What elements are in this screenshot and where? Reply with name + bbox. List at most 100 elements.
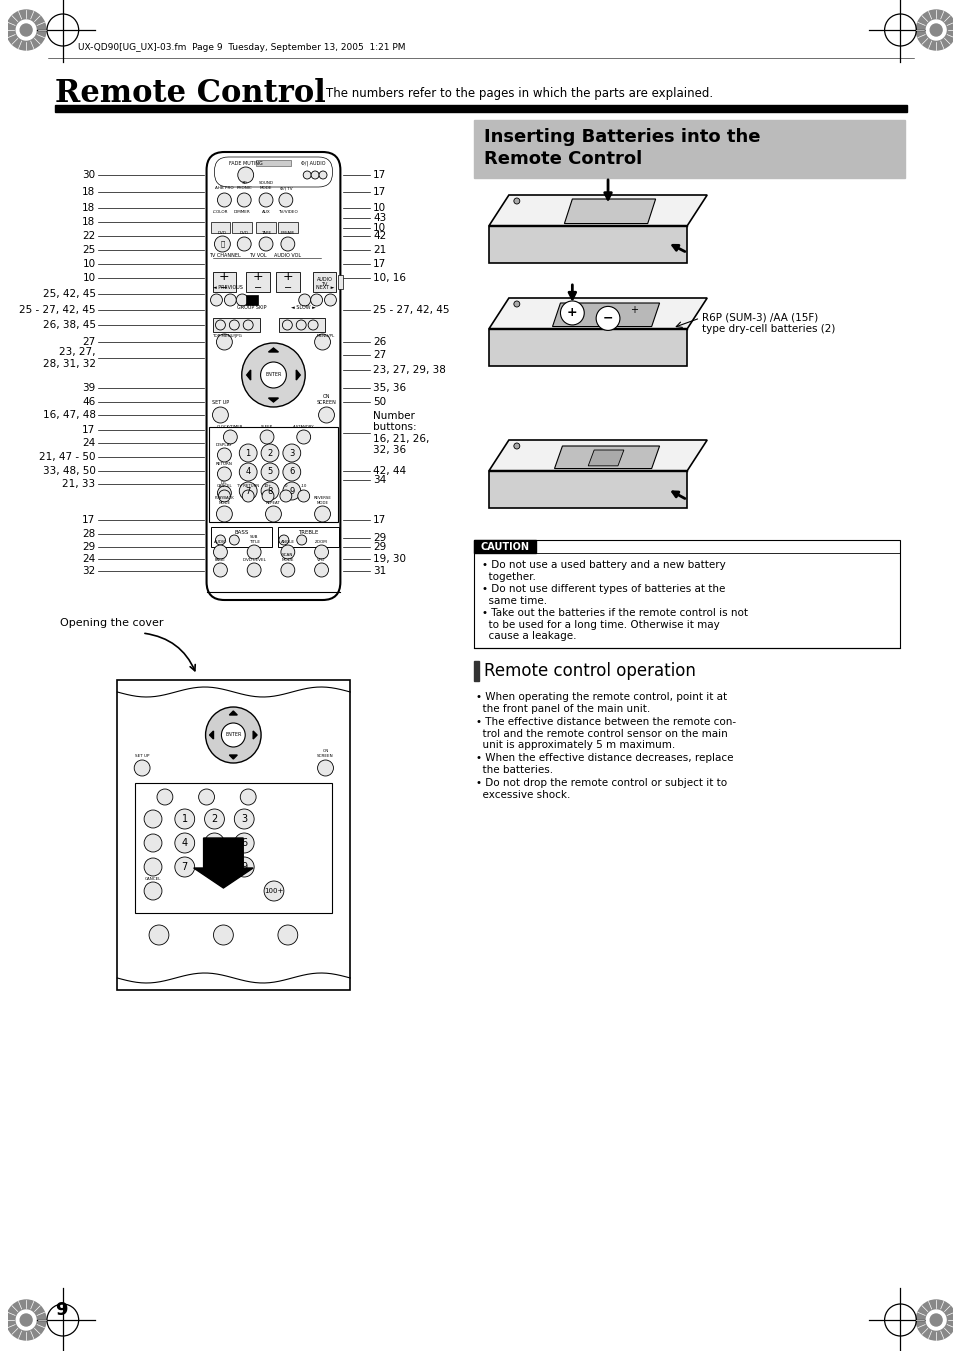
Circle shape xyxy=(324,295,336,305)
Text: 9: 9 xyxy=(55,1301,68,1319)
Bar xyxy=(55,105,906,112)
Text: +: + xyxy=(629,305,638,315)
Circle shape xyxy=(280,563,294,577)
Circle shape xyxy=(282,320,292,330)
Polygon shape xyxy=(489,328,686,366)
Text: +: + xyxy=(253,270,263,284)
Text: 16, 47, 48: 16, 47, 48 xyxy=(43,409,95,420)
Text: • The effective distance between the remote con-
  trol and the remote control s: • The effective distance between the rem… xyxy=(476,717,736,750)
Polygon shape xyxy=(554,446,659,469)
Text: 25 - 27, 42, 45: 25 - 27, 42, 45 xyxy=(19,305,95,315)
Circle shape xyxy=(277,925,297,944)
Circle shape xyxy=(239,463,257,481)
Text: 29: 29 xyxy=(373,534,386,543)
Text: PLAYBACK
MODE: PLAYBACK MODE xyxy=(214,496,234,505)
Text: 23, 27,
28, 31, 32: 23, 27, 28, 31, 32 xyxy=(43,347,95,369)
Circle shape xyxy=(314,544,328,559)
Circle shape xyxy=(215,320,225,330)
Bar xyxy=(211,222,230,232)
Circle shape xyxy=(279,490,292,503)
Text: AUDIO
TV: AUDIO TV xyxy=(316,277,332,288)
Circle shape xyxy=(234,809,253,830)
Circle shape xyxy=(514,199,519,204)
Circle shape xyxy=(216,334,233,350)
Circle shape xyxy=(20,1315,32,1325)
Text: TV VOL: TV VOL xyxy=(249,253,267,258)
Circle shape xyxy=(925,20,945,41)
Text: TREBLE: TREBLE xyxy=(298,530,318,535)
Text: TAPE: TAPE xyxy=(261,231,271,235)
Bar xyxy=(474,661,478,681)
Text: ENTER: ENTER xyxy=(265,373,281,377)
Text: 18: 18 xyxy=(82,218,95,227)
Text: CLOCK/TIMER: CLOCK/TIMER xyxy=(217,426,243,430)
Text: NEXT ►: NEXT ► xyxy=(315,285,335,290)
Circle shape xyxy=(280,236,294,251)
Text: 18: 18 xyxy=(82,186,95,197)
Text: 4: 4 xyxy=(181,838,188,848)
Text: 17: 17 xyxy=(373,515,386,526)
Text: 7: 7 xyxy=(181,862,188,871)
Circle shape xyxy=(144,811,162,828)
Text: DVD LEVEL: DVD LEVEL xyxy=(242,558,265,562)
Circle shape xyxy=(215,535,225,544)
Text: −: − xyxy=(602,312,613,324)
Bar xyxy=(213,317,260,332)
Text: Remote control operation: Remote control operation xyxy=(483,662,696,680)
Bar xyxy=(275,272,299,292)
Circle shape xyxy=(296,535,306,544)
Bar xyxy=(474,540,900,648)
Bar xyxy=(135,784,332,913)
Circle shape xyxy=(198,789,214,805)
Text: ◄ SLOW ►: ◄ SLOW ► xyxy=(291,305,315,309)
Circle shape xyxy=(242,490,253,503)
Circle shape xyxy=(239,444,257,462)
Circle shape xyxy=(213,544,227,559)
Text: AUDIO VOL: AUDIO VOL xyxy=(274,253,301,258)
Text: 17: 17 xyxy=(373,259,386,269)
Circle shape xyxy=(213,407,228,423)
Text: 17: 17 xyxy=(82,515,95,526)
Text: • Do not drop the remote control or subject it to
  excessive shock.: • Do not drop the remote control or subj… xyxy=(476,778,726,800)
Text: 30: 30 xyxy=(82,170,95,180)
Text: D.L: D.L xyxy=(221,481,228,485)
Circle shape xyxy=(559,301,583,326)
Text: 1: 1 xyxy=(181,815,188,824)
Text: -10: -10 xyxy=(300,484,307,488)
Polygon shape xyxy=(268,349,278,353)
Circle shape xyxy=(217,486,231,500)
Circle shape xyxy=(217,467,231,481)
Text: Φ/| AUDIO: Φ/| AUDIO xyxy=(300,161,325,166)
Bar xyxy=(246,295,258,305)
Text: 26, 38, 45: 26, 38, 45 xyxy=(43,320,95,330)
Circle shape xyxy=(229,535,239,544)
Polygon shape xyxy=(253,731,257,739)
Bar xyxy=(279,317,325,332)
Text: 43: 43 xyxy=(373,213,386,223)
Text: • Do not use a used battery and a new battery
  together.: • Do not use a used battery and a new ba… xyxy=(481,561,725,581)
Text: 2: 2 xyxy=(212,815,217,824)
Text: 34: 34 xyxy=(373,476,386,485)
Text: 4: 4 xyxy=(245,467,251,477)
Circle shape xyxy=(297,490,310,503)
Circle shape xyxy=(314,507,330,521)
Bar xyxy=(474,540,536,553)
Circle shape xyxy=(260,362,286,388)
Circle shape xyxy=(211,295,222,305)
Circle shape xyxy=(916,1300,953,1340)
Circle shape xyxy=(144,834,162,852)
Circle shape xyxy=(214,236,230,253)
Polygon shape xyxy=(296,370,300,380)
Bar xyxy=(211,527,272,547)
Text: 27: 27 xyxy=(82,336,95,347)
Circle shape xyxy=(916,9,953,50)
Text: MENU/PL: MENU/PL xyxy=(315,334,335,338)
Text: +: + xyxy=(566,307,578,319)
Text: Inserting Batteries into the
Remote Control: Inserting Batteries into the Remote Cont… xyxy=(483,128,760,169)
Text: ◄ PREVIOUS: ◄ PREVIOUS xyxy=(213,285,242,290)
Text: FADE MUTING: FADE MUTING xyxy=(229,161,262,166)
Circle shape xyxy=(264,881,284,901)
Text: 10: 10 xyxy=(82,259,95,269)
Text: ENTER: ENTER xyxy=(225,732,241,738)
Circle shape xyxy=(204,809,224,830)
